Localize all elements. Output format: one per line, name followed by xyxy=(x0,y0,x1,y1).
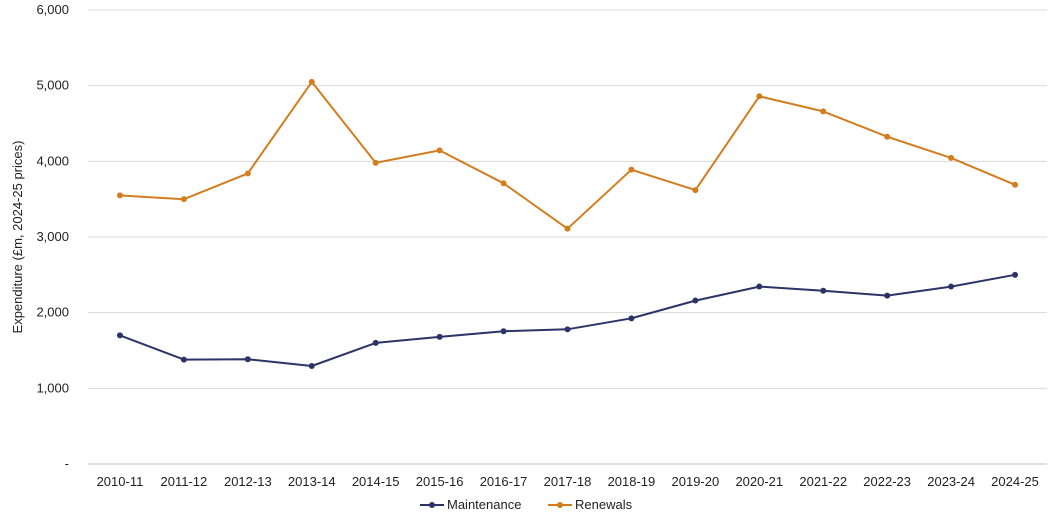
x-tick-label: 2024-25 xyxy=(991,474,1039,489)
x-tick-label: 2010-11 xyxy=(97,474,144,489)
data-point xyxy=(180,196,187,203)
data-point xyxy=(180,356,187,363)
x-axis-ticks: 2010-11 2011-12 2012-13 2013-14 2014-15 2015-… xyxy=(97,474,1039,489)
data-point xyxy=(692,297,699,304)
data-point xyxy=(884,292,891,299)
data-point xyxy=(948,154,955,161)
data-point xyxy=(756,283,763,290)
y-tick-label: 2,000 xyxy=(36,305,69,320)
y-tick-label: 6,000 xyxy=(36,2,69,17)
series-line xyxy=(119,273,1016,367)
x-tick-label: 2019-20 xyxy=(672,474,720,489)
data-point xyxy=(692,187,699,194)
x-tick-label: 2014-15 xyxy=(352,474,400,489)
data-point xyxy=(308,78,315,85)
data-point xyxy=(1012,271,1019,278)
legend-label: Renewals xyxy=(575,497,633,512)
x-tick-label: 2013-14 xyxy=(288,474,336,489)
x-tick-label: 2021-22 xyxy=(799,474,847,489)
x-tick-label: 2012-13 xyxy=(224,474,272,489)
data-point xyxy=(628,166,635,173)
data-point xyxy=(884,133,891,140)
x-tick-label: 2020-21 xyxy=(735,474,783,489)
series-maintenance xyxy=(116,271,1019,370)
data-point xyxy=(756,93,763,100)
data-point xyxy=(372,339,379,346)
y-axis-ticks: - 1,000 2,000 3,000 4,000 5,000 6,000 xyxy=(36,2,69,471)
data-point xyxy=(564,326,571,333)
data-point xyxy=(500,180,507,187)
grid-lines xyxy=(88,9,1047,389)
y-tick-label: 5,000 xyxy=(36,78,69,93)
data-point xyxy=(436,147,443,154)
data-point xyxy=(628,315,635,322)
legend-item-maintenance: Maintenance xyxy=(420,497,521,512)
series-line xyxy=(119,80,1016,230)
y-tick-label: - xyxy=(65,456,69,471)
data-point xyxy=(308,363,315,370)
x-tick-label: 2017-18 xyxy=(544,474,592,489)
x-tick-label: 2011-12 xyxy=(161,474,208,489)
data-point xyxy=(372,159,379,166)
data-point xyxy=(500,328,507,335)
legend-item-renewals: Renewals xyxy=(548,497,633,512)
legend: Maintenance Renewals xyxy=(420,497,633,512)
data-point xyxy=(820,108,827,115)
x-tick-label: 2022-23 xyxy=(863,474,911,489)
x-tick-label: 2015-16 xyxy=(416,474,464,489)
data-point xyxy=(564,225,571,232)
legend-swatch-marker xyxy=(557,502,563,508)
y-tick-label: 4,000 xyxy=(36,153,69,168)
data-point xyxy=(244,170,251,177)
data-point xyxy=(820,287,827,294)
x-tick-label: 2023-24 xyxy=(927,474,975,489)
series-renewals xyxy=(116,78,1019,232)
x-tick-label: 2018-19 xyxy=(608,474,656,489)
data-point xyxy=(244,356,251,363)
data-point xyxy=(436,333,443,340)
x-tick-label: 2016-17 xyxy=(480,474,528,489)
series-layer xyxy=(116,78,1019,370)
y-axis-title: Expenditure (£m, 2024-25 prices) xyxy=(10,141,25,334)
data-point xyxy=(948,283,955,290)
y-tick-label: 3,000 xyxy=(36,229,69,244)
legend-label: Maintenance xyxy=(447,497,521,512)
y-tick-label: 1,000 xyxy=(36,380,69,395)
data-point xyxy=(116,192,123,199)
legend-swatch-marker xyxy=(429,502,435,508)
data-point xyxy=(116,332,123,339)
data-point xyxy=(1012,181,1019,188)
